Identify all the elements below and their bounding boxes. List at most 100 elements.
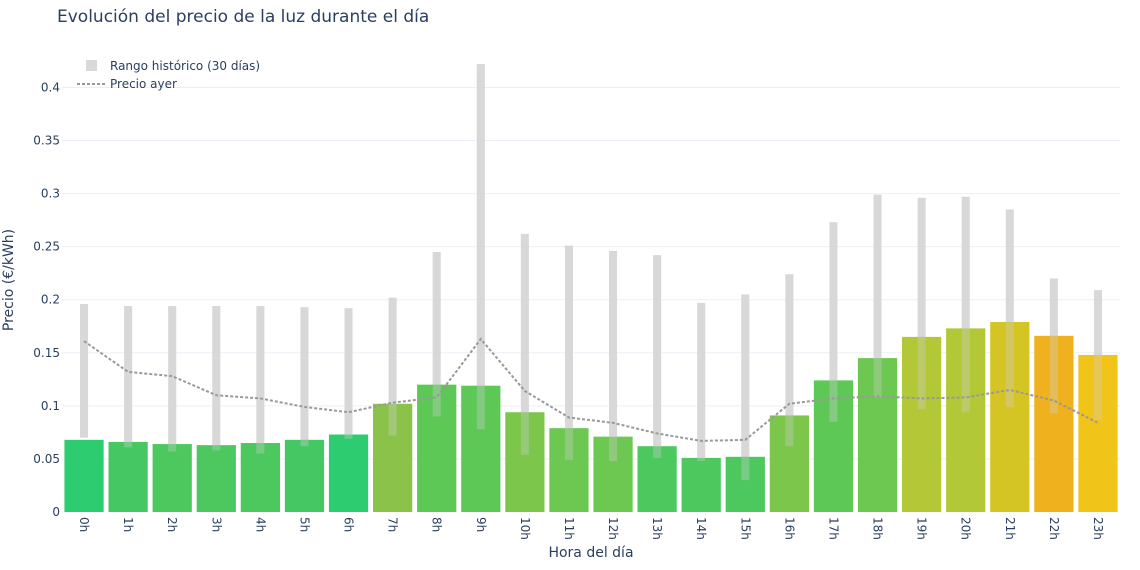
- price-bar: [1034, 335, 1074, 512]
- price-bar: [990, 322, 1030, 512]
- legend-line-label[interactable]: Precio ayer: [110, 77, 177, 91]
- price-bar: [681, 457, 721, 512]
- x-tick-label: 19h: [915, 517, 929, 540]
- gridlines: [62, 86, 1120, 513]
- x-tick-label: 2h: [165, 517, 179, 532]
- x-tick-label: 3h: [209, 517, 223, 532]
- price-bar: [946, 328, 986, 512]
- y-tick-label: 0: [52, 505, 60, 519]
- price-bar: [284, 439, 325, 512]
- range-bar-overlay: [785, 274, 794, 447]
- y-tick-label: 0.1: [41, 399, 60, 413]
- range-bar: [653, 255, 662, 458]
- price-bar: [813, 380, 854, 512]
- range-overlay: [80, 64, 1102, 481]
- price-bar: [196, 445, 236, 512]
- range-bar-overlay: [917, 197, 926, 410]
- x-tick-label: 21h: [1003, 517, 1017, 540]
- price-bar: [373, 403, 413, 512]
- y-tick-label: 0.3: [41, 187, 60, 201]
- x-axis-label: Hora del día: [548, 545, 633, 561]
- range-bar-overlay: [564, 245, 573, 460]
- yesterday-line: [83, 337, 1099, 442]
- range-bar: [476, 64, 485, 430]
- price-bar: [240, 443, 280, 512]
- price-bar: [64, 439, 104, 512]
- range-bar: [256, 306, 265, 454]
- range-bar: [212, 306, 221, 451]
- range-bar-overlay: [300, 307, 309, 447]
- yesterday-price-line: [83, 337, 1099, 442]
- range-bar: [432, 251, 441, 417]
- range-bar-overlay: [388, 297, 397, 436]
- range-bar-overlay: [256, 306, 265, 454]
- range-bar-overlay: [829, 222, 838, 422]
- price-bar: [417, 384, 457, 512]
- price-bar: [505, 412, 545, 512]
- x-tick-label: 16h: [782, 517, 796, 540]
- range-bar: [124, 306, 133, 448]
- y-tick-label: 0.4: [41, 80, 60, 94]
- legend-range-swatch: [86, 60, 97, 71]
- range-bar: [917, 197, 926, 410]
- range-bar: [741, 294, 750, 481]
- x-axis-ticks: 0h 1h 2h 3h 4h 5h 6h 7h 8h 9h 10h 11h 12h 13h 14h 15h 16…: [77, 517, 1105, 540]
- range-bar-overlay: [1093, 290, 1102, 420]
- price-bar: [549, 428, 589, 512]
- y-tick-label: 0.05: [33, 452, 60, 466]
- price-bar: [637, 446, 677, 512]
- range-bar: [300, 307, 309, 447]
- today-price-bars: [64, 322, 1118, 512]
- x-tick-label: 11h: [562, 517, 576, 540]
- range-bar-overlay: [741, 294, 750, 481]
- range-bar: [961, 196, 970, 413]
- price-bar: [328, 434, 369, 512]
- range-bar-overlay: [212, 306, 221, 451]
- x-tick-label: 17h: [826, 517, 840, 540]
- price-bar: [769, 415, 809, 512]
- range-bar-overlay: [873, 194, 882, 398]
- x-tick-label: 0h: [77, 517, 91, 532]
- x-tick-label: 4h: [253, 517, 267, 532]
- x-tick-label: 14h: [694, 517, 708, 540]
- range-bar: [80, 303, 89, 438]
- x-tick-label: 9h: [474, 517, 488, 532]
- range-bar: [564, 245, 573, 460]
- range-bar: [1005, 209, 1014, 407]
- y-axis-ticks: 0 0.05 0.1 0.15 0.2 0.25 0.3 0.35 0.4: [33, 80, 60, 519]
- range-bar: [697, 302, 706, 462]
- x-tick-label: 1h: [121, 517, 135, 532]
- x-tick-label: 12h: [606, 517, 620, 540]
- price-bar: [593, 436, 633, 512]
- range-bar-overlay: [476, 64, 485, 430]
- price-bar: [902, 336, 942, 512]
- x-tick-label: 7h: [386, 517, 400, 532]
- price-bar: [152, 444, 192, 512]
- price-bar: [725, 456, 765, 512]
- range-bar: [785, 274, 794, 447]
- range-bar: [168, 306, 177, 452]
- range-bar: [609, 250, 618, 462]
- chart-title: Evolución del precio de la luz durante e…: [57, 7, 430, 27]
- y-tick-label: 0.2: [41, 293, 60, 307]
- legend-range-label[interactable]: Rango histórico (30 días): [110, 59, 260, 73]
- range-bar-overlay: [124, 306, 133, 448]
- range-bar-overlay: [168, 306, 177, 452]
- range-bar: [520, 233, 529, 455]
- range-bar: [829, 222, 838, 422]
- range-bar: [388, 297, 397, 436]
- range-bar-overlay: [1049, 278, 1058, 414]
- x-tick-label: 18h: [871, 517, 885, 540]
- x-tick-label: 8h: [430, 517, 444, 532]
- y-axis-label: Precio (€/kWh): [1, 229, 17, 331]
- x-tick-label: 15h: [738, 517, 752, 540]
- range-bar: [344, 308, 353, 439]
- x-tick-label: 5h: [297, 517, 311, 532]
- x-tick-label: 20h: [959, 517, 973, 540]
- y-tick-label: 0.25: [33, 240, 60, 254]
- legend[interactable]: Rango histórico (30 días) Precio ayer: [77, 59, 260, 91]
- range-bar-overlay: [344, 308, 353, 439]
- price-bar: [857, 358, 898, 512]
- range-bar: [1093, 290, 1102, 420]
